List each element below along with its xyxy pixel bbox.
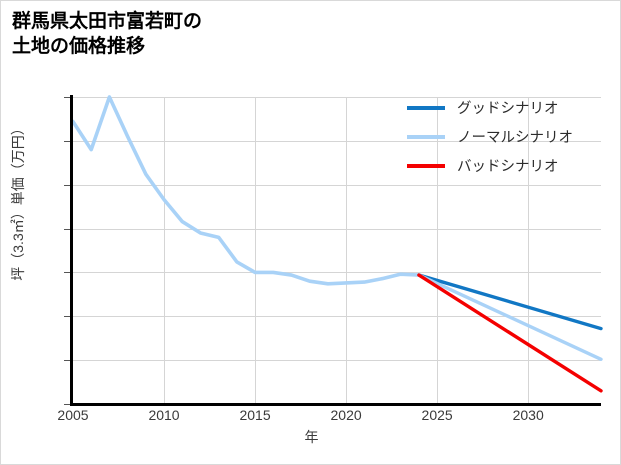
legend-color-swatch (407, 163, 445, 168)
x-tick-label: 2030 (512, 407, 544, 423)
y-axis-spine (70, 95, 73, 406)
plot-area (71, 95, 603, 405)
gridline-horizontal (73, 185, 601, 186)
x-tick-label: 2005 (57, 407, 89, 423)
gridline-horizontal (73, 316, 601, 317)
legend-color-swatch (407, 134, 445, 139)
legend-item[interactable]: グッドシナリオ (407, 93, 613, 122)
legend-label: ノーマルシナリオ (457, 130, 573, 146)
gridline-vertical (255, 97, 256, 404)
gridline-horizontal (73, 97, 601, 98)
y-tick-mark (64, 272, 70, 273)
y-tick-mark (64, 185, 70, 186)
legend-color-swatch (407, 105, 445, 110)
legend-label: グッドシナリオ (457, 101, 559, 117)
series-line (417, 273, 603, 361)
series-lines (71, 95, 603, 393)
x-tick-label: 2020 (330, 407, 362, 423)
x-axis-spine (70, 403, 601, 406)
gridline-vertical (164, 97, 165, 404)
gridline-horizontal (73, 141, 601, 142)
x-tick-label: 2010 (148, 407, 180, 423)
gridline-horizontal (73, 272, 601, 273)
legend-item[interactable]: ノーマルシナリオ (407, 122, 613, 151)
y-tick-mark (64, 229, 70, 230)
y-tick-mark (64, 360, 70, 361)
x-axis-label: 年 (304, 429, 319, 445)
x-tick-label: 2015 (239, 407, 271, 423)
legend: グッドシナリオ ノーマルシナリオ バッドシナリオ (407, 93, 613, 180)
y-tick-mark (64, 141, 70, 142)
gridline-horizontal (73, 360, 601, 361)
x-tick-label: 2025 (421, 407, 453, 423)
gridline-vertical (346, 97, 347, 404)
legend-item[interactable]: バッドシナリオ (407, 151, 613, 180)
gridline-vertical (528, 97, 529, 404)
legend-label: バッドシナリオ (457, 159, 559, 175)
y-tick-mark (64, 316, 70, 317)
y-tick-mark (64, 404, 70, 405)
y-tick-mark (64, 97, 70, 98)
plot-background (73, 97, 601, 404)
y-axis-label: 坪（3.3㎡）単価（万円） (10, 121, 26, 281)
gridline-vertical (437, 97, 438, 404)
series-line (71, 95, 421, 286)
series-line (417, 273, 603, 331)
series-line (417, 273, 603, 393)
gridline-horizontal (73, 229, 601, 230)
page-title: 群馬県太田市富若町の 土地の価格推移 (12, 11, 203, 58)
